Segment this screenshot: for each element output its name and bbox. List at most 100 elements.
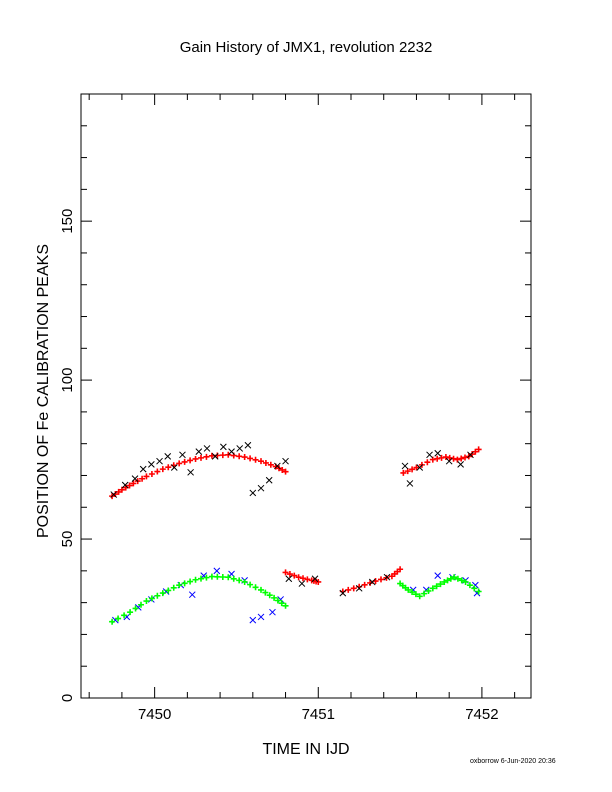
data-point [282,457,289,465]
data-point [165,587,172,594]
data-point [355,584,363,592]
data-point [257,484,265,492]
data-point [230,575,237,582]
data-point [176,582,183,589]
data-point [269,608,276,616]
data-point [405,586,412,593]
data-point [265,476,273,484]
data-point [170,584,177,591]
data-point [298,580,306,587]
data-point [472,581,479,589]
data-point [425,587,432,594]
data-marks [109,441,482,625]
data-point [400,469,407,476]
data-point [266,592,273,599]
data-point [225,451,232,458]
data-point [165,464,172,471]
data-point [271,594,278,601]
data-point [383,573,391,581]
data-point [426,451,433,459]
data-point [181,580,188,587]
data-point [424,459,431,466]
data-point [458,577,465,584]
y-tick-label: 0 [59,694,76,702]
data-point [345,586,352,593]
data-point [278,600,285,607]
data-point [458,455,465,462]
data-point [148,460,155,468]
data-point [244,441,252,449]
data-point [416,593,423,600]
data-point [236,577,243,584]
data-point [115,615,122,622]
data-point [252,584,259,591]
data-point [434,572,442,579]
data-point [274,462,281,470]
tick-labels: 0 50 100 150 7450 7451 7452 [59,209,499,723]
data-point [187,468,194,476]
data-point [467,451,474,459]
data-point [368,578,376,586]
data-point [300,575,306,582]
data-point [214,573,221,580]
data-point [203,453,210,460]
data-point [236,445,244,452]
data-point [143,473,150,480]
data-point [444,577,451,584]
data-point [361,581,368,588]
data-point [282,602,289,609]
data-point [274,597,281,604]
data-point [282,569,289,576]
data-point [252,456,259,463]
data-point [367,579,374,586]
data-point [247,455,254,462]
data-point [192,576,199,583]
y-axis-label: POSITION OF Fe CALIBRATION PEAKS [35,244,52,538]
data-point [132,605,139,612]
data-point [315,578,322,585]
data-point [241,578,248,585]
data-point [179,451,186,459]
data-point [127,609,134,616]
data-point [438,454,445,461]
data-point [236,453,243,460]
data-point [304,576,311,583]
data-point [156,457,163,465]
data-point [214,452,221,459]
data-point [159,590,166,597]
data-point [451,574,458,581]
data-point [241,454,248,461]
data-point [409,589,416,596]
data-point [295,574,302,581]
data-point [249,489,257,497]
data-point [462,578,469,585]
data-point [412,591,419,598]
data-point [447,575,454,582]
data-point [466,582,473,589]
data-point [219,452,226,459]
data-point [198,575,204,582]
data-point [198,454,204,461]
data-point [475,588,482,595]
data-point [454,456,461,463]
data-point [139,465,147,473]
data-point [257,613,265,621]
data-point [109,618,116,625]
data-point [434,449,442,457]
chart-title: Gain History of JMX1, revolution 2232 [180,39,433,56]
data-point [110,491,118,498]
data-point [170,464,178,471]
data-point [262,589,269,596]
data-point [437,581,444,588]
credit-footer: oxborrow 6-Jun-2020 20:36 [470,758,556,765]
x-tick-label: 7452 [465,706,498,723]
data-point [187,457,194,464]
data-point [442,454,449,461]
data-point [118,486,125,493]
data-point [159,466,166,473]
data-point [311,575,319,583]
data-point [286,571,293,578]
data-point [445,457,453,465]
plot-frame [80,93,532,699]
